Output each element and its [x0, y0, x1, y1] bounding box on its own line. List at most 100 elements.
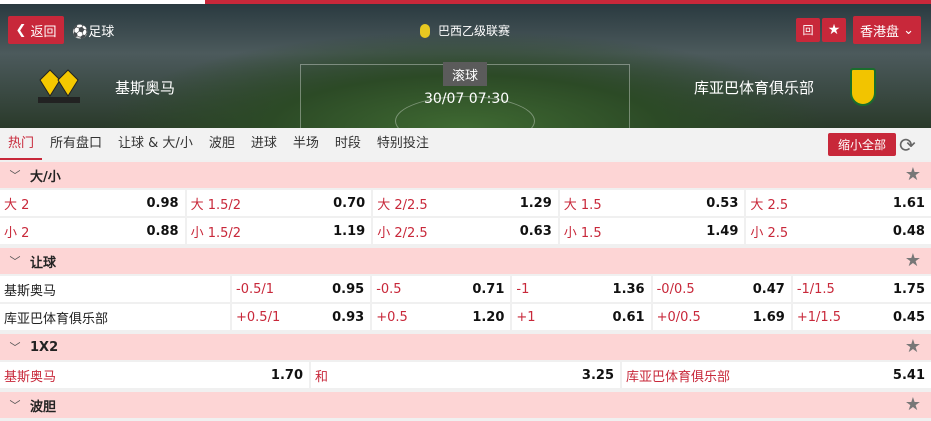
- odds-cell[interactable]: -0.5 0.71: [372, 276, 511, 302]
- star-icon[interactable]: ★: [904, 164, 921, 185]
- star-icon[interactable]: ★: [904, 250, 921, 271]
- odds-label: +1/1.5: [796, 309, 842, 325]
- league-icon: [420, 23, 430, 38]
- star-icon[interactable]: ★: [904, 394, 921, 415]
- tab-handicap-ou[interactable]: 让球 & 大/小: [118, 136, 193, 151]
- section-correct-score[interactable]: ﹀ 波胆 ★: [0, 392, 931, 418]
- odds-cell[interactable]: 大 2/2.5 1.29: [373, 190, 558, 216]
- star-icon[interactable]: ★: [822, 18, 846, 42]
- odds-cell[interactable]: +0/0.5 1.69: [652, 304, 791, 330]
- odds-value: 1.36: [612, 281, 645, 297]
- handicap-row-away: 库亚巴体育俱乐部 +0.5/1 0.93 +0.5 1.20 +1 0.61 +0/0.5 1.…: [0, 304, 931, 330]
- odds-value: 0.98: [146, 195, 179, 211]
- ou-row-under: 小 2 0.88 小 1.5/2 1.19 小 2/2.5 0.63 小 1.5 1.49 小 …: [0, 218, 931, 244]
- odds-cell[interactable]: +1/1.5 0.45: [792, 304, 931, 330]
- odds-label: -0.5/1: [236, 281, 275, 297]
- soccer-ball-icon: ⚽: [72, 25, 89, 40]
- tab-goals[interactable]: 进球: [250, 136, 277, 151]
- x12-row: 基斯奥马 1.70 和 3.25 库亚巴体育俱乐部 5.41: [0, 362, 931, 388]
- odds-cell[interactable]: -1 1.36: [512, 276, 651, 302]
- odds-label: 小 2/2.5: [377, 225, 428, 241]
- odds-cell[interactable]: 库亚巴体育俱乐部 5.41: [622, 362, 931, 388]
- odds-value: 1.20: [472, 309, 505, 325]
- odds-value: 1.75: [892, 281, 926, 297]
- match-header: ❮ 返回 ⚽足球 巴西乙级联赛 回 ★ 香港盘 ⌄ 基斯奥马 滚球 30/07 …: [0, 4, 931, 128]
- odds-value: 0.47: [752, 281, 785, 297]
- odds-cell[interactable]: +0.5 1.20: [372, 304, 511, 330]
- odds-value: 1.70: [270, 367, 303, 383]
- odds-value: 1.49: [706, 223, 739, 239]
- odds-label: 小 2.5: [750, 225, 789, 241]
- odds-label: 小 1.5: [563, 225, 602, 241]
- odds-cell[interactable]: -1/1.5 1.75: [792, 276, 931, 302]
- odds-cell[interactable]: 和 3.25: [311, 362, 620, 388]
- odds-cell[interactable]: 大 2.5 1.61: [746, 190, 931, 216]
- collapse-all-button[interactable]: 缩小全部: [828, 133, 896, 156]
- back-button[interactable]: ❮ 返回: [8, 16, 64, 44]
- team-name: 基斯奥马: [0, 276, 230, 302]
- odds-label: 大 1.5: [563, 197, 602, 213]
- odds-value: 0.71: [472, 281, 505, 297]
- odds-label: -0/0.5: [656, 281, 695, 297]
- refresh-icon[interactable]: ⟳: [899, 133, 916, 157]
- chevron-down-icon: ﹀: [9, 341, 21, 354]
- tab-half[interactable]: 半场: [292, 136, 319, 151]
- odds-value: 5.41: [892, 367, 925, 383]
- tab-hot[interactable]: 热门: [0, 128, 43, 160]
- field-view-button[interactable]: 回: [796, 18, 820, 42]
- odds-cell[interactable]: 大 1.5/2 0.70: [186, 190, 372, 216]
- odds-value: 0.63: [519, 223, 552, 239]
- away-team-name: 库亚巴体育俱乐部: [693, 79, 814, 97]
- odds-label: 库亚巴体育俱乐部: [626, 369, 731, 385]
- odds-cell[interactable]: 小 1.5/2 1.19: [186, 218, 372, 244]
- odds-label: -1: [516, 281, 530, 297]
- ou-row-over: 大 2 0.98 大 1.5/2 0.70 大 2/2.5 1.29 大 1.5 0.53 大 …: [0, 190, 931, 216]
- home-team-logo: [38, 69, 80, 103]
- odds-label: +0.5/1: [236, 309, 281, 325]
- odds-value: 0.93: [332, 309, 365, 325]
- odds-label: +0.5: [376, 309, 408, 325]
- odds-cell[interactable]: 大 1.5 0.53: [559, 190, 745, 216]
- odds-value: 0.70: [333, 195, 366, 211]
- odds-label: 大 2: [4, 197, 30, 213]
- match-time: 30/07 07:30: [424, 91, 510, 107]
- odds-label: 小 2: [4, 225, 30, 241]
- away-team-logo: [850, 68, 876, 106]
- odds-value: 0.48: [892, 223, 925, 239]
- odds-cell[interactable]: -0.5/1 0.95: [232, 276, 371, 302]
- odds-cell[interactable]: 基斯奥马 1.70: [0, 362, 309, 388]
- odds-label: -1/1.5: [796, 281, 835, 297]
- odds-value: 3.25: [581, 367, 614, 383]
- tab-correct-score[interactable]: 波胆: [208, 136, 235, 151]
- top-progress: [0, 0, 931, 4]
- handicap-row-home: 基斯奥马 -0.5/1 0.95 -0.5 0.71 -1 1.36 -0/0.5 0.47 -1…: [0, 276, 931, 302]
- section-1x2[interactable]: ﹀ 1X2 ★: [0, 334, 931, 360]
- odds-value: 0.88: [146, 223, 179, 239]
- odds-label: -0.5: [376, 281, 402, 297]
- odds-cell[interactable]: 小 2/2.5 0.63: [373, 218, 558, 244]
- tab-all-markets[interactable]: 所有盘口: [50, 136, 103, 151]
- odds-cell[interactable]: 小 2 0.88: [0, 218, 185, 244]
- odds-value: 1.19: [333, 223, 366, 239]
- chevron-down-icon: ⌄: [898, 22, 915, 38]
- tab-specials[interactable]: 特别投注: [376, 136, 429, 151]
- odds-label: 大 2.5: [750, 197, 789, 213]
- odds-cell[interactable]: -0/0.5 0.47: [652, 276, 791, 302]
- section-over-under[interactable]: ﹀ 大/小 ★: [0, 162, 931, 188]
- odds-cell[interactable]: 大 2 0.98: [0, 190, 185, 216]
- tab-period[interactable]: 时段: [334, 136, 361, 151]
- odds-cell[interactable]: 小 2.5 0.48: [746, 218, 931, 244]
- odds-label: 和: [315, 369, 329, 385]
- odds-cell[interactable]: 小 1.5 1.49: [559, 218, 745, 244]
- odds-label: 小 1.5/2: [190, 225, 242, 241]
- live-badge: 滚球: [443, 62, 487, 86]
- odds-cell[interactable]: +1 0.61: [512, 304, 651, 330]
- odds-cell[interactable]: +0.5/1 0.93: [232, 304, 371, 330]
- odds-label: 基斯奥马: [4, 369, 57, 385]
- team-name: 库亚巴体育俱乐部: [0, 304, 230, 330]
- star-icon[interactable]: ★: [904, 336, 921, 357]
- odds-format-select[interactable]: 香港盘 ⌄: [853, 16, 921, 44]
- chevron-down-icon: ﹀: [9, 255, 21, 268]
- section-handicap[interactable]: ﹀ 让球 ★: [0, 248, 931, 274]
- chevron-down-icon: ﹀: [9, 169, 21, 182]
